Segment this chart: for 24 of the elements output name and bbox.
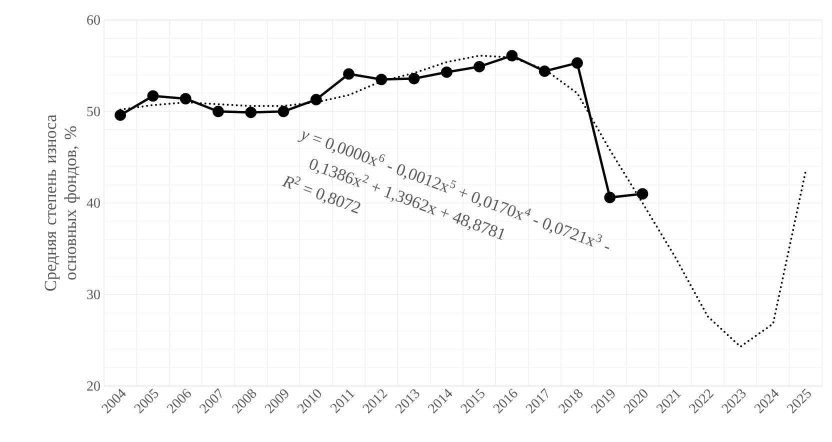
point — [538, 66, 550, 77]
y-tick-label: 60 — [87, 15, 100, 25]
point — [245, 106, 257, 118]
point — [212, 106, 224, 118]
point — [147, 90, 159, 102]
point — [343, 68, 354, 80]
point — [278, 106, 290, 118]
point — [114, 109, 126, 121]
y-tick-label: 50 — [87, 106, 100, 116]
y-axis-title: Средняя степень износа основных фондов, % — [44, 114, 80, 291]
point — [408, 72, 420, 84]
point — [604, 192, 616, 204]
point — [474, 60, 486, 72]
point — [506, 50, 518, 62]
point — [310, 94, 322, 106]
point — [572, 57, 583, 69]
text: - — [604, 246, 610, 250]
y-tick-label: 40 — [86, 198, 100, 208]
point — [440, 66, 452, 78]
point — [180, 92, 192, 104]
point — [376, 74, 388, 86]
y-tick-label: 20 — [87, 381, 100, 391]
y-tick-label: 30 — [87, 290, 100, 300]
point — [636, 188, 648, 200]
